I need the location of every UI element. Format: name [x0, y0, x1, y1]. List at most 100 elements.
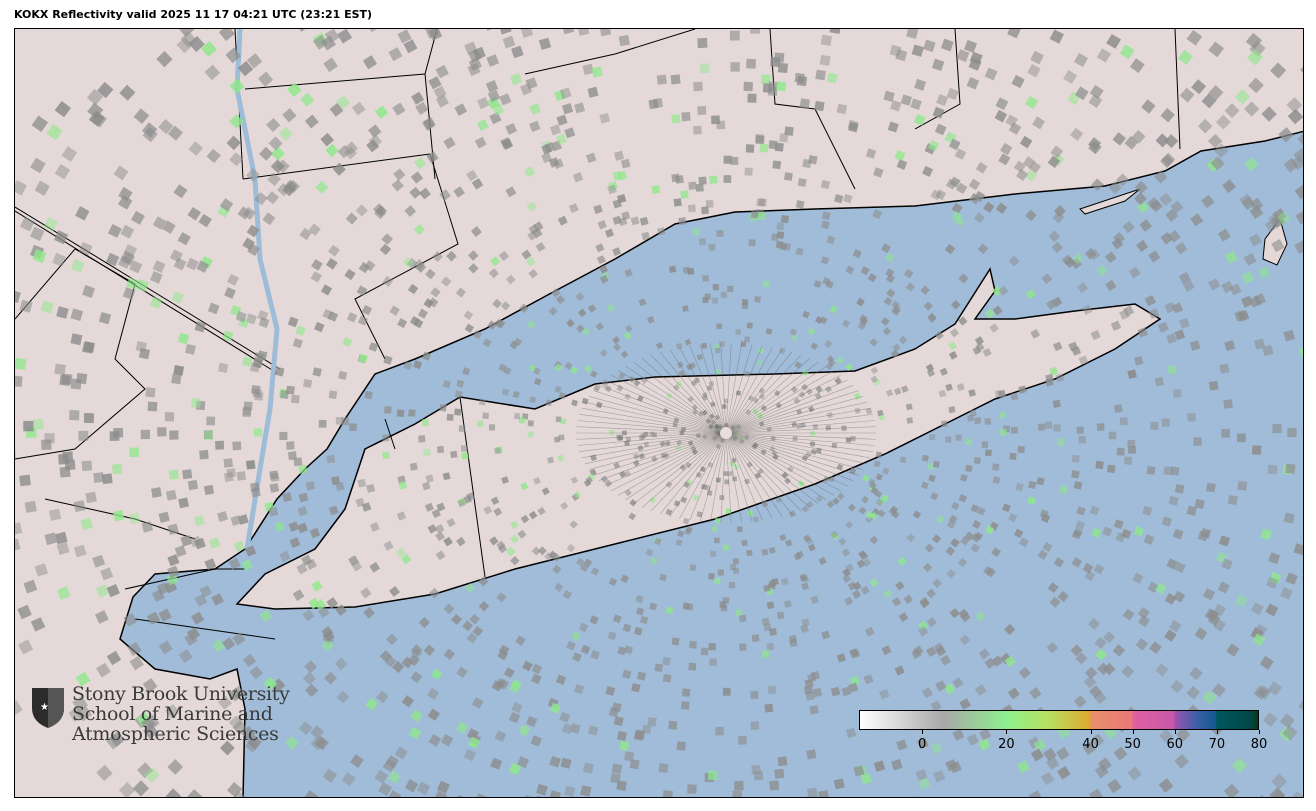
radar-echo-pixel [1164, 593, 1177, 605]
radar-echo-pixel [1088, 248, 1101, 261]
radar-echo-pixel [964, 39, 978, 53]
radar-echo-pixel [1271, 238, 1285, 253]
radar-echo-pixel [424, 502, 434, 512]
radar-echo-pixel [1221, 280, 1234, 294]
radar-echo-pixel [1076, 426, 1084, 434]
radar-echo-pixel [93, 472, 105, 483]
radar-echo-pixel [511, 45, 524, 59]
radar-echo-pixel [44, 532, 58, 546]
radar-echo-pixel [965, 438, 973, 446]
radar-echo-pixel [905, 282, 916, 292]
radar-echo-pixel [416, 781, 431, 795]
radar-echo-pixel [732, 558, 740, 565]
radar-echo-pixel [561, 103, 574, 115]
radar-echo-pixel [985, 525, 995, 535]
radar-echo-pixel [1088, 137, 1102, 151]
radar-echo-pixel [1172, 528, 1184, 540]
radar-echo-pixel [401, 695, 415, 708]
radar-echo-pixel [885, 389, 894, 397]
radar-echo-pixel [182, 469, 193, 480]
radar-map[interactable] [14, 28, 1304, 798]
radar-echo-pixel [589, 615, 599, 625]
radar-echo-pixel [659, 573, 667, 582]
radar-echo-pixel [894, 150, 906, 162]
radar-echo-pixel [364, 390, 373, 400]
radar-echo-pixel [621, 211, 631, 221]
radar-echo-pixel [223, 472, 234, 482]
radar-echo-pixel [1161, 418, 1171, 427]
radar-echo-pixel [554, 363, 563, 372]
radar-radial-line [725, 432, 773, 519]
radar-echo-pixel [870, 375, 879, 384]
radar-echo-pixel [761, 500, 769, 508]
radar-radial-line [581, 407, 727, 434]
radar-echo-pixel [862, 474, 870, 482]
radar-echo-pixel [1159, 192, 1173, 207]
radar-echo-pixel [498, 644, 510, 656]
radar-echo-pixel [335, 604, 347, 616]
radar-echo-pixel [1213, 143, 1229, 158]
radar-echo-pixel [843, 193, 853, 204]
radar-echo-pixel [1186, 29, 1203, 46]
radar-echo-pixel [246, 168, 260, 182]
radar-radial-line [725, 385, 854, 434]
radar-echo-pixel [595, 243, 605, 253]
radar-echo-pixel [609, 430, 615, 436]
colorbar-tick-label: 0 [918, 737, 927, 752]
map-canvas [15, 29, 1303, 797]
radar-echo-pixel [396, 409, 405, 417]
radar-radial-line [725, 351, 793, 434]
radar-echo-pixel [398, 480, 408, 490]
radar-echo-pixel [797, 178, 807, 187]
radar-echo-pixel [678, 370, 686, 377]
radar-echo-pixel [1119, 417, 1128, 426]
radar-echo-pixel [500, 301, 511, 311]
radar-echo-pixel [688, 181, 697, 190]
radar-echo-pixel [1178, 271, 1191, 284]
radar-radial-line [725, 370, 835, 434]
radar-echo-pixel [776, 611, 785, 620]
radar-echo-pixel [401, 554, 412, 565]
radar-echo-pixel [998, 411, 1007, 419]
radar-echo-pixel [441, 276, 452, 287]
radar-echo-pixel [96, 764, 113, 782]
radar-echo-pixel [950, 538, 960, 548]
radar-echo-pixel [1053, 557, 1065, 568]
svg-text:★: ★ [40, 702, 49, 713]
radar-echo-pixel [731, 476, 738, 482]
radar-echo-pixel [1168, 495, 1179, 506]
radar-echo-pixel [235, 311, 247, 323]
radar-echo-pixel [869, 535, 879, 545]
radar-echo-pixel [408, 726, 422, 740]
radar-echo-pixel [754, 295, 761, 303]
radar-echo-pixel [903, 594, 914, 605]
radar-echo-pixel [834, 193, 844, 204]
radar-echo-pixel [701, 206, 709, 215]
radar-echo-pixel [186, 789, 203, 797]
radar-echo-pixel [633, 459, 640, 467]
radar-echo-pixel [882, 467, 890, 475]
radar-echo-pixel [732, 567, 740, 574]
radar-echo-pixel [984, 417, 992, 425]
radar-echo-pixel [821, 630, 831, 640]
radar-echo-pixel [511, 701, 523, 714]
radar-echo-pixel [917, 737, 929, 750]
radar-echo-pixel [860, 266, 870, 276]
radar-echo-pixel [624, 751, 635, 762]
radar-echo-pixel [645, 548, 654, 557]
radar-echo-pixel [18, 639, 34, 655]
radar-echo-pixel [1173, 590, 1186, 603]
radar-echo-pixel [285, 385, 295, 395]
radar-echo-pixel [415, 101, 429, 115]
radar-echo-pixel [541, 487, 550, 496]
radar-echo-pixel [675, 342, 683, 350]
radar-echo-pixel [72, 696, 89, 712]
radar-echo-pixel [976, 507, 986, 516]
radar-echo-pixel [1179, 87, 1195, 103]
radar-echo-pixel [425, 268, 436, 280]
radar-echo-pixel [508, 711, 521, 724]
radar-echo-pixel [466, 169, 478, 182]
radar-echo-pixel [1261, 106, 1277, 122]
radar-echo-pixel [258, 71, 274, 87]
radar-echo-pixel [1203, 588, 1216, 601]
